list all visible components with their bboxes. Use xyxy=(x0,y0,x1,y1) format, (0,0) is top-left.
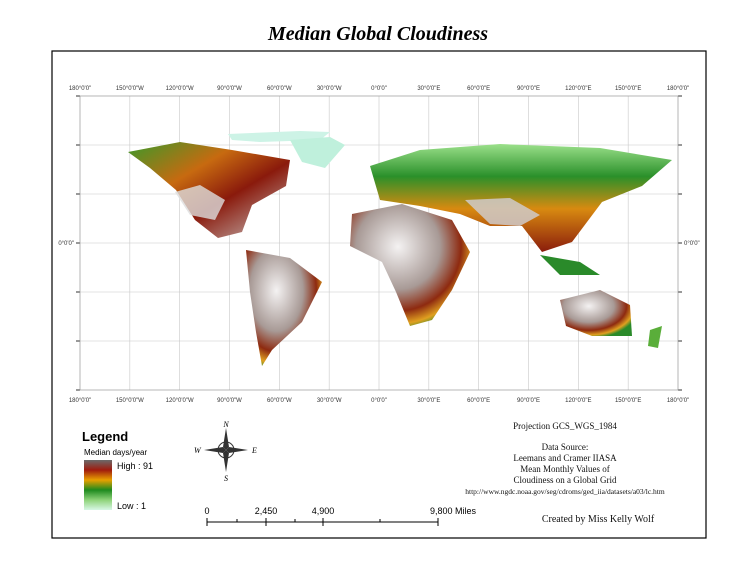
bottom-label: 150°0'0"W xyxy=(116,398,144,404)
compass-point xyxy=(226,447,248,453)
source-url: http://www.ngdc.noaa.gov/seg/cdroms/ged_… xyxy=(465,487,665,496)
top-label: 150°0'0"E xyxy=(615,86,641,92)
bottom-label: 180°0'0" xyxy=(69,398,91,404)
top-label: 0°0'0" xyxy=(371,86,387,92)
asia-cloud xyxy=(465,198,540,226)
map-title: Median Global Cloudiness xyxy=(267,23,488,45)
bottom-label: 120°0'0"W xyxy=(166,398,194,404)
left-label: 0°0'0" xyxy=(58,241,74,247)
right-label: 0°0'0" xyxy=(684,241,700,247)
top-label: 120°0'0"E xyxy=(565,86,591,92)
source-line: Data Source: xyxy=(542,442,589,452)
top-label: 90°0'0"W xyxy=(217,86,242,92)
map-neatline xyxy=(79,95,679,391)
bottom-label: 180°0'0" xyxy=(667,398,689,404)
legend-title: Legend xyxy=(82,429,128,444)
top-label: 60°0'0"E xyxy=(467,86,490,92)
compass-e: E xyxy=(251,446,257,455)
source-line: Cloudiness on a Global Grid xyxy=(514,475,617,485)
new-zealand xyxy=(648,326,662,348)
legend-ramp xyxy=(84,460,112,510)
top-label: 30°0'0"W xyxy=(317,86,342,92)
australia xyxy=(560,290,632,336)
top-label: 180°0'0" xyxy=(667,86,689,92)
compass: N E S W xyxy=(194,420,257,483)
bottom-label: 60°0'0"E xyxy=(467,398,490,404)
bottom-label: 30°0'0"E xyxy=(417,398,440,404)
top-label: 60°0'0"W xyxy=(267,86,292,92)
source-line: Leemans and Cramer IIASA xyxy=(513,453,617,463)
compass-point xyxy=(204,447,226,453)
source-line: Mean Monthly Values of xyxy=(520,464,610,474)
top-label: 150°0'0"W xyxy=(116,86,144,92)
bottom-label: 150°0'0"E xyxy=(615,398,641,404)
africa xyxy=(350,204,470,326)
scale-bar: 0 2,450 4,900 9,800 Miles xyxy=(204,506,477,526)
south-america xyxy=(246,250,322,366)
bottom-label: 0°0'0" xyxy=(371,398,387,404)
scale-label: 9,800 Miles xyxy=(430,506,477,516)
na-cloud xyxy=(175,185,225,220)
top-label: 180°0'0" xyxy=(69,86,91,92)
top-label: 120°0'0"W xyxy=(166,86,194,92)
greenland xyxy=(290,137,345,168)
bottom-label: 120°0'0"E xyxy=(565,398,591,404)
islands xyxy=(540,255,600,275)
land xyxy=(128,131,672,366)
compass-point xyxy=(223,428,229,450)
projection: Projection GCS_WGS_1984 xyxy=(513,421,617,431)
bottom-label: 60°0'0"W xyxy=(267,398,292,404)
compass-n: N xyxy=(222,420,229,429)
legend-subtitle: Median days/year xyxy=(84,448,147,457)
compass-s: S xyxy=(224,474,228,483)
scale-label: 2,450 xyxy=(255,506,278,516)
top-label: 30°0'0"E xyxy=(417,86,440,92)
scale-label: 0 xyxy=(204,506,209,516)
credit: Created by Miss Kelly Wolf xyxy=(542,514,655,525)
legend-low: Low : 1 xyxy=(117,501,146,511)
top-label: 90°0'0"E xyxy=(517,86,540,92)
bottom-label: 90°0'0"E xyxy=(517,398,540,404)
compass-w: W xyxy=(194,446,202,455)
compass-point xyxy=(223,450,229,472)
bottom-label: 30°0'0"W xyxy=(317,398,342,404)
scale-label: 4,900 xyxy=(312,506,335,516)
map-frame xyxy=(51,50,707,539)
north-america xyxy=(128,142,290,238)
legend-high: High : 91 xyxy=(117,461,153,471)
bottom-label: 90°0'0"W xyxy=(217,398,242,404)
eurasia xyxy=(370,144,672,252)
